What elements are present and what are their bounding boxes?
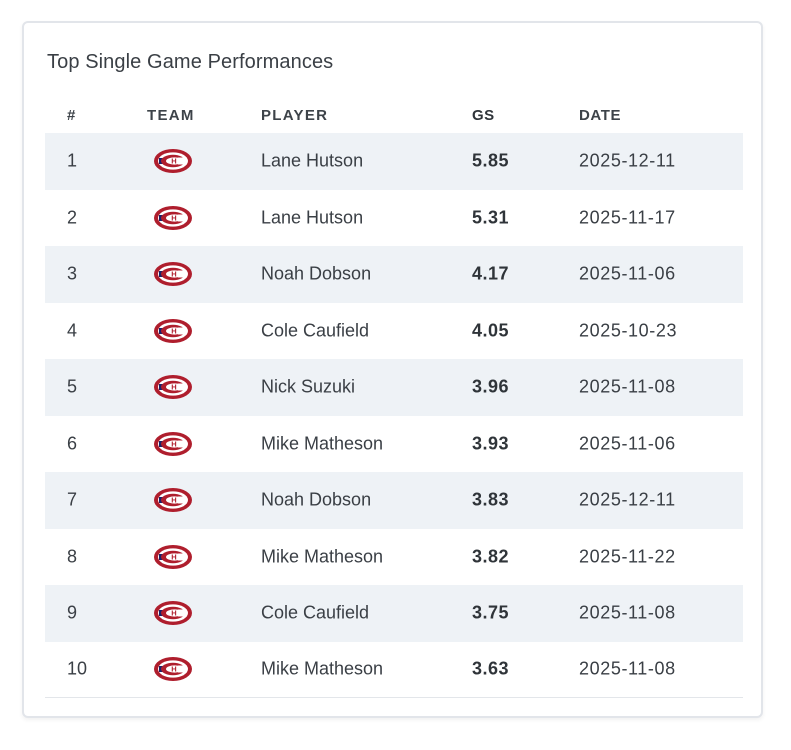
svg-text:H: H — [171, 496, 176, 505]
table-row: 10 H Mike Matheson 3.63 2025-11-08 — [45, 642, 743, 698]
player-name-link[interactable]: Mike Matheson — [261, 658, 384, 679]
date-cell: 2025-11-06 — [579, 263, 676, 284]
rank-cell: 4 — [67, 320, 78, 341]
rank-cell: 2 — [67, 207, 78, 228]
performances-table: # TEAM PLAYER GS DATE 1 H Lane Hutson 5.… — [45, 107, 743, 698]
header-date[interactable]: DATE — [579, 107, 622, 124]
table-row: 9 H Cole Caufield 3.75 2025-11-08 — [45, 585, 743, 642]
header-team[interactable]: TEAM — [147, 107, 195, 124]
table-row: 4 H Cole Caufield 4.05 2025-10-23 — [45, 303, 743, 360]
date-cell: 2025-11-22 — [579, 546, 676, 567]
player-name-link[interactable]: Lane Hutson — [261, 207, 364, 228]
rank-cell: 6 — [67, 433, 78, 454]
table-row: 8 H Mike Matheson 3.82 2025-11-22 — [45, 529, 743, 586]
card-title: Top Single Game Performances — [47, 51, 334, 73]
montreal-canadiens-logo-icon: H — [153, 487, 193, 513]
svg-text:H: H — [171, 157, 176, 166]
game-score-cell: 4.17 — [472, 263, 510, 284]
rank-cell: 7 — [67, 489, 78, 510]
player-name-link[interactable]: Cole Caufield — [261, 602, 370, 623]
montreal-canadiens-logo-icon: H — [153, 318, 193, 344]
game-score-cell: 3.75 — [472, 602, 510, 623]
header-gs[interactable]: GS — [472, 107, 495, 124]
rank-cell: 5 — [67, 376, 78, 397]
table-row: 6 H Mike Matheson 3.93 2025-11-06 — [45, 416, 743, 473]
montreal-canadiens-logo-icon: H — [153, 544, 193, 570]
date-cell: 2025-11-08 — [579, 658, 676, 679]
svg-text:H: H — [171, 665, 176, 674]
game-score-cell: 3.93 — [472, 433, 510, 454]
date-cell: 2025-11-08 — [579, 376, 676, 397]
table-row: 3 H Noah Dobson 4.17 2025-11-06 — [45, 246, 743, 303]
header-rank[interactable]: # — [67, 107, 77, 124]
montreal-canadiens-logo-icon: H — [153, 148, 193, 174]
montreal-canadiens-logo-icon: H — [153, 431, 193, 457]
date-cell: 2025-11-08 — [579, 602, 676, 623]
game-score-cell: 5.85 — [472, 150, 510, 171]
player-name-link[interactable]: Mike Matheson — [261, 433, 384, 454]
montreal-canadiens-logo-icon: H — [153, 656, 193, 682]
rank-cell: 8 — [67, 546, 78, 567]
game-score-cell: 3.96 — [472, 376, 510, 397]
date-cell: 2025-12-11 — [579, 489, 676, 510]
montreal-canadiens-logo-icon: H — [153, 374, 193, 400]
date-cell: 2025-11-17 — [579, 207, 676, 228]
player-name-link[interactable]: Mike Matheson — [261, 546, 384, 567]
montreal-canadiens-logo-icon: H — [153, 261, 193, 287]
game-score-cell: 3.63 — [472, 658, 510, 679]
game-score-cell: 3.83 — [472, 489, 510, 510]
rank-cell: 10 — [67, 658, 88, 679]
header-player[interactable]: PLAYER — [261, 107, 329, 124]
svg-text:H: H — [171, 326, 176, 335]
date-cell: 2025-12-11 — [579, 150, 676, 171]
table-row: 1 H Lane Hutson 5.85 2025-12-11 — [45, 133, 743, 190]
rank-cell: 3 — [67, 263, 78, 284]
svg-text:H: H — [171, 609, 176, 618]
svg-text:H: H — [171, 383, 176, 392]
date-cell: 2025-10-23 — [579, 320, 678, 341]
montreal-canadiens-logo-icon: H — [153, 205, 193, 231]
table-header: # TEAM PLAYER GS DATE — [45, 107, 743, 133]
player-name-link[interactable]: Cole Caufield — [261, 320, 370, 341]
rank-cell: 9 — [67, 602, 78, 623]
player-name-link[interactable]: Nick Suzuki — [261, 376, 356, 397]
svg-text:H: H — [171, 439, 176, 448]
player-name-link[interactable]: Lane Hutson — [261, 150, 364, 171]
game-score-cell: 4.05 — [472, 320, 510, 341]
svg-text:H: H — [171, 270, 176, 279]
rank-cell: 1 — [67, 150, 78, 171]
game-score-cell: 5.31 — [472, 207, 510, 228]
game-score-cell: 3.82 — [472, 546, 510, 567]
table-row: 7 H Noah Dobson 3.83 2025-12-11 — [45, 472, 743, 529]
player-name-link[interactable]: Noah Dobson — [261, 489, 372, 510]
top-performances-card: Top Single Game Performances # TEAM PLAY… — [22, 21, 763, 718]
date-cell: 2025-11-06 — [579, 433, 676, 454]
table-row: 2 H Lane Hutson 5.31 2025-11-17 — [45, 190, 743, 247]
player-name-link[interactable]: Noah Dobson — [261, 263, 372, 284]
svg-text:H: H — [171, 213, 176, 222]
montreal-canadiens-logo-icon: H — [153, 600, 193, 626]
svg-text:H: H — [171, 552, 176, 561]
table-body: 1 H Lane Hutson 5.85 2025-12-11 2 — [45, 133, 743, 698]
table-row: 5 H Nick Suzuki 3.96 2025-11-08 — [45, 359, 743, 416]
